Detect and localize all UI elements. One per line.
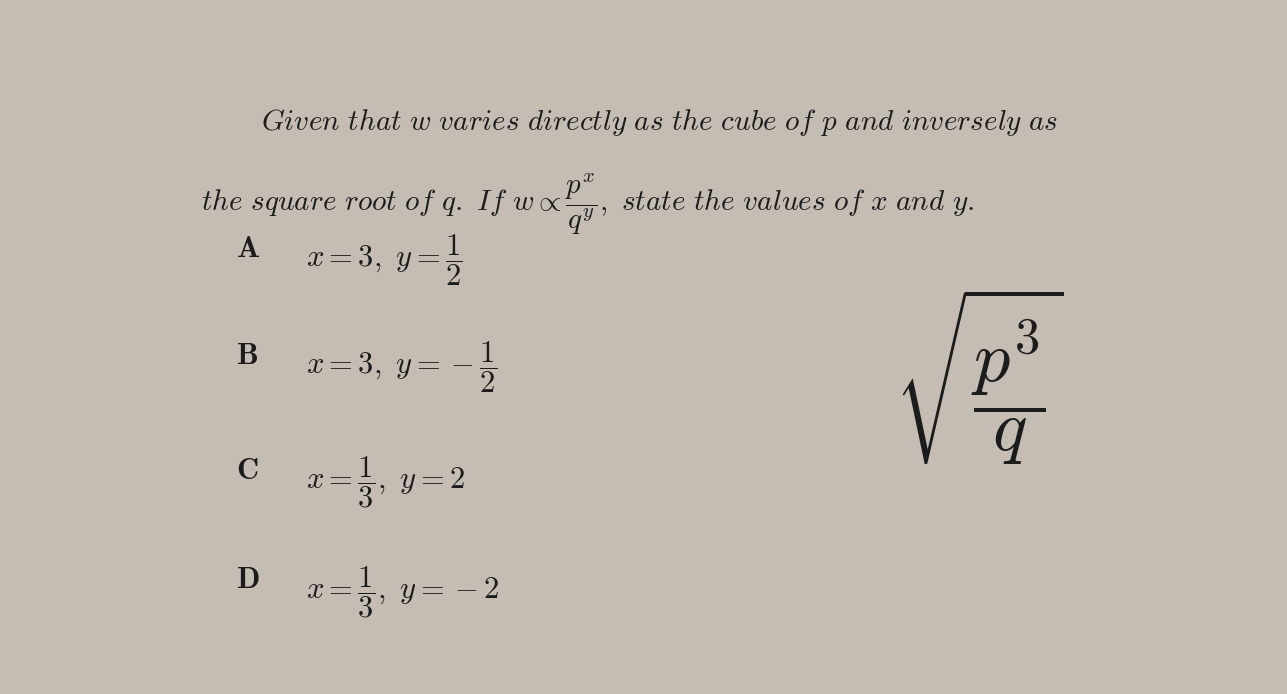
- Text: $\mathbf{B}$: $\mathbf{B}$: [236, 340, 257, 371]
- Text: $\mathit{Given\ that\ w\ varies\ directly\ as\ the\ cube\ of\ p\ and\ inversely\: $\mathit{Given\ that\ w\ varies\ directl…: [261, 108, 1058, 138]
- Text: $\mathbf{C}$: $\mathbf{C}$: [236, 455, 259, 486]
- Text: $x=3,\ y=\dfrac{1}{2}$: $x=3,\ y=\dfrac{1}{2}$: [305, 233, 462, 289]
- Text: $\sqrt{\dfrac{p^3}{q}}$: $\sqrt{\dfrac{p^3}{q}}$: [893, 287, 1064, 466]
- Text: $x=\dfrac{1}{3},\ y=2$: $x=\dfrac{1}{3},\ y=2$: [305, 455, 465, 510]
- Text: $\mathit{the\ square\ root\ of\ q.\ If\ w} \propto \dfrac{p^x}{q^y}\mathit{,\ st: $\mathit{the\ square\ root\ of\ q.\ If\ …: [201, 171, 974, 237]
- Text: $x=3,\ y=-\dfrac{1}{2}$: $x=3,\ y=-\dfrac{1}{2}$: [305, 340, 497, 396]
- Text: $\mathbf{D}$: $\mathbf{D}$: [236, 564, 259, 595]
- Text: $\mathbf{A}$: $\mathbf{A}$: [236, 233, 260, 264]
- Text: $x=\dfrac{1}{3},\ y=-2$: $x=\dfrac{1}{3},\ y=-2$: [305, 564, 499, 620]
